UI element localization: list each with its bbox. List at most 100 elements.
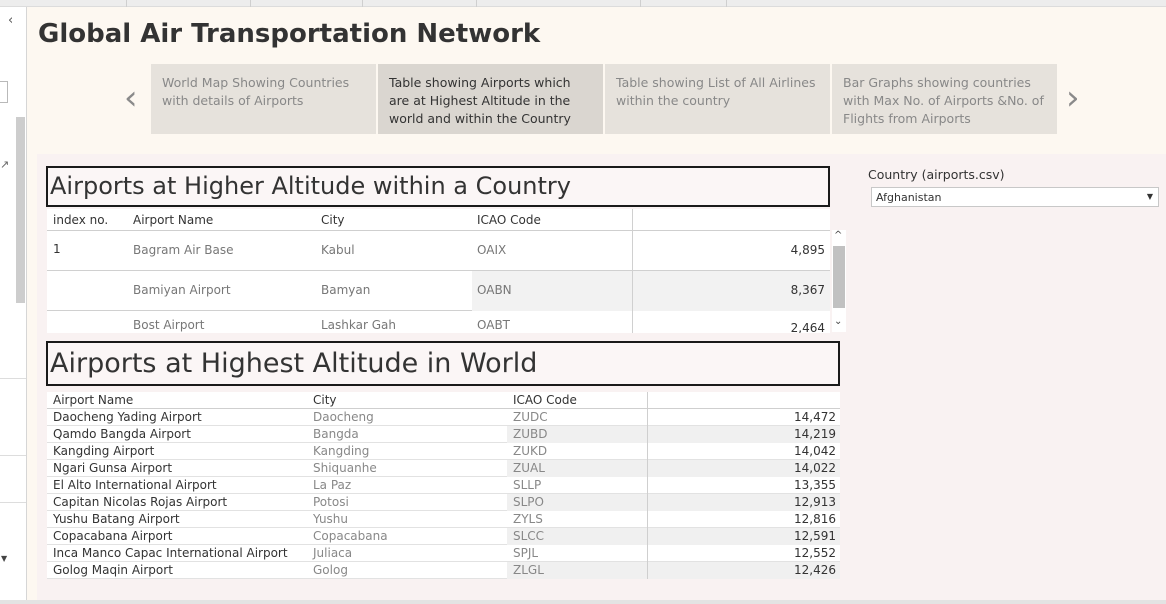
airport-name: Bamiyan Airport [133,283,231,297]
table-row[interactable]: Inca Manco Capac International Airport Ju… [47,545,840,562]
country-table-title: Airports at Higher Altitude within a Cou… [46,166,830,207]
table-scrollbar[interactable]: ^ ⌄ [832,230,846,332]
icao-code: SLPO [513,495,544,509]
left-side-panel: ‹ ↗ ▼ [0,7,27,602]
country-filter-dropdown[interactable]: Afghanistan ▼ [871,187,1159,207]
table-row[interactable]: Yushu Batang Airport Yushu ZYLS 12,816 [47,511,840,528]
table-row[interactable]: Golog Maqin Airport Golog ZLGL 12,426 [47,562,840,579]
side-panel-input[interactable] [0,81,8,103]
airport-name: Golog Maqin Airport [53,563,173,577]
scrollbar-thumb[interactable] [833,246,845,308]
altitude-value: 8,367 [632,271,830,311]
city: Juliaca [313,546,353,560]
city: Potosi [313,495,349,509]
altitude-value: 14,219 [647,426,840,443]
airport-name: Inca Manco Capac International Airport [53,546,288,560]
icao-cell-shade [472,271,632,311]
chevron-down-icon[interactable]: ⌄ [834,316,843,327]
altitude-value: 12,426 [647,562,840,579]
city: Yushu [313,512,349,526]
icao-code: ZUAL [513,461,545,475]
altitude-value: 4,895 [632,231,830,271]
city: Bangda [313,427,359,441]
table-header: Airport Name City ICAO Code [47,392,840,409]
city: Kangding [313,444,370,458]
header-airport-name: Airport Name [53,393,134,407]
header-airport-name: Airport Name [133,213,214,227]
caret-down-icon[interactable]: ▼ [1146,192,1153,201]
airport-name: Ngari Gunsa Airport [53,461,173,475]
icao-code: SLLP [513,478,542,492]
story-prev-arrow-icon[interactable]: ‹ [124,78,138,118]
index-value: 1 [53,242,61,256]
icao-code: ZUKD [513,444,548,458]
table-row[interactable]: El Alto International Airport La Paz SLLP 1… [47,477,840,494]
country-filter-value: Afghanistan [876,191,942,204]
bottom-strip [0,600,1166,604]
story-point-bar-graphs[interactable]: Bar Graphs showing countries with Max No… [832,64,1057,134]
header-icao: ICAO Code [477,213,541,227]
airport-name: Qamdo Bangda Airport [53,427,191,441]
world-table-title: Airports at Highest Altitude in World [46,341,840,386]
side-panel-scrollbar[interactable] [16,117,25,303]
altitude-value: 14,042 [647,443,840,460]
icao-cell-shade [507,528,647,545]
city: Copacabana [313,529,388,543]
altitude-value: 12,913 [647,494,840,511]
icao-cell-shade [507,460,647,477]
airport-name: Yushu Batang Airport [53,512,180,526]
header-divider [632,209,633,231]
story-point-altitude-tables[interactable]: Table showing Airports which are at High… [378,64,603,134]
table-row[interactable]: Copacabana Airport Copacabana SLCC 12,591 [47,528,840,545]
table-row[interactable]: 1 Bagram Air Base Kabul OAIX 4,895 [47,231,830,271]
top-toolbar-strip [0,0,1166,7]
icao-code: ZUDC [513,410,548,424]
altitude-value: 12,591 [647,528,840,545]
header-city: City [321,213,345,227]
table-row[interactable]: Bamiyan Airport Bamyan OABN 8,367 [47,271,830,311]
airport-name: Bagram Air Base [133,243,234,257]
city: Lashkar Gah [321,318,396,332]
dashboard-title: Global Air Transportation Network [38,19,541,49]
external-link-icon[interactable]: ↗ [0,158,10,171]
table-header: index no. Airport Name City ICAO Code [47,209,830,231]
table-row[interactable]: Qamdo Bangda Airport Bangda ZUBD 14,219 [47,426,840,443]
table-row[interactable]: Ngari Gunsa Airport Shiquanhe ZUAL 14,022 [47,460,840,477]
country-altitude-table: index no. Airport Name City ICAO Code 1 … [47,209,830,333]
icao-code: OABN [477,283,512,297]
city: Golog [313,563,348,577]
caret-down-icon[interactable]: ▼ [1,554,8,563]
side-panel-divider [0,378,26,379]
altitude-value: 12,552 [647,545,840,562]
table-row[interactable]: Kangding Airport Kangding ZUKD 14,042 [47,443,840,460]
icao-cell-shade [507,494,647,511]
airport-name: Daocheng Yading Airport [53,410,202,424]
city: La Paz [313,478,352,492]
table-row[interactable]: Daocheng Yading Airport Daocheng ZUDC 14,47… [47,409,840,426]
story-next-arrow-icon[interactable]: › [1066,78,1080,118]
table-row[interactable]: Bost Airport Lashkar Gah OABT 2,464 [47,311,830,333]
chevron-left-icon[interactable]: ‹ [8,13,14,28]
chevron-up-icon[interactable]: ^ [834,230,843,241]
country-filter-label: Country (airports.csv) [868,167,1005,182]
airport-name: Capitan Nicolas Rojas Airport [53,495,228,509]
header-city: City [313,393,337,407]
icao-code: SLCC [513,529,545,543]
altitude-value: 14,022 [647,460,840,477]
icao-cell-shade [507,562,647,579]
icao-code: OABT [477,318,511,332]
header-index: index no. [53,213,109,227]
airport-name: El Alto International Airport [53,478,217,492]
altitude-value: 12,816 [647,511,840,528]
story-point-world-map[interactable]: World Map Showing Countries with details… [151,64,376,134]
altitude-value: 2,464 [632,311,830,333]
table-row[interactable]: Capitan Nicolas Rojas Airport Potosi SLPO 1… [47,494,840,511]
altitude-value: 13,355 [647,477,840,494]
icao-code: ZLGL [513,563,544,577]
header-divider [647,392,648,409]
city: Daocheng [313,410,374,424]
airport-name: Bost Airport [133,318,205,332]
airport-name: Kangding Airport [53,444,155,458]
story-point-airlines[interactable]: Table showing List of All Airlines withi… [605,64,830,134]
city: Bamyan [321,283,371,297]
